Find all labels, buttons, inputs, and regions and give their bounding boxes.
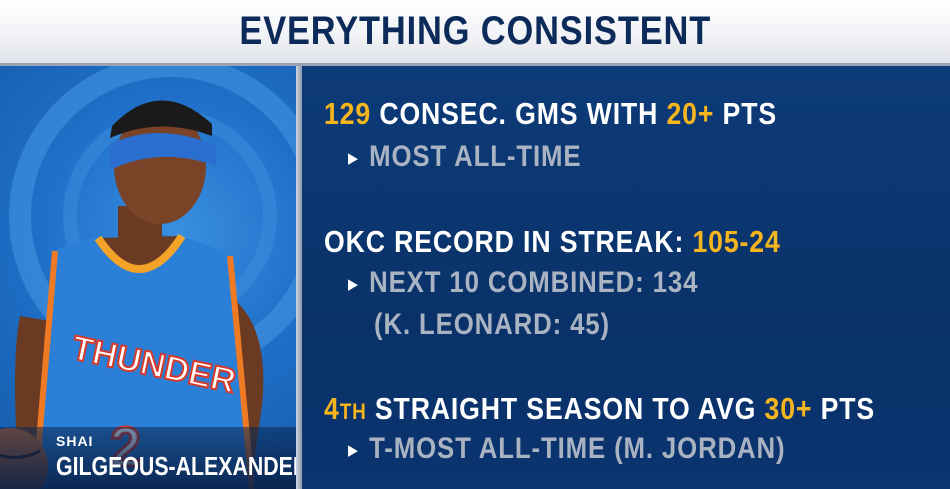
stats-panel: 129 CONSEC. GMS WITH 20+ PTS ▶ MOST ALL-T… xyxy=(302,66,950,489)
stat-line-2: OKC RECORD IN STREAK: 105-24 xyxy=(324,224,781,260)
player-first-name: SHAI xyxy=(56,433,94,449)
bullet-triangle-icon: ▶ xyxy=(348,442,359,460)
stat2-record: 105-24 xyxy=(692,224,781,259)
panel-divider xyxy=(296,66,302,489)
stat3-threshold: 30+ xyxy=(764,391,813,426)
stat-line-1: 129 CONSEC. GMS WITH 20+ PTS xyxy=(324,96,777,132)
stat1-unit: PTS xyxy=(714,96,777,131)
stat1-subtext: MOST ALL-TIME xyxy=(369,140,582,173)
bullet-triangle-icon: ▶ xyxy=(348,276,359,294)
stat-sub-2: ▶ NEXT 10 COMBINED: 134 xyxy=(348,266,698,300)
stat3-number: 4 xyxy=(324,391,340,426)
header-title: EVERYTHING CONSISTENT xyxy=(239,9,711,53)
stat-line-3: 4TH STRAIGHT SEASON TO AVG 30+ PTS xyxy=(324,391,875,427)
player-photo: THUNDER 2 xyxy=(0,66,296,489)
player-photo-panel: THUNDER 2 SHAI GILGEOUS-ALEXANDER xyxy=(0,66,296,489)
stat-sub-4: ▶ T-MOST ALL-TIME (M. JORDAN) xyxy=(348,432,785,466)
stat3-text: STRAIGHT SEASON TO AVG xyxy=(366,391,765,426)
header-bar: EVERYTHING CONSISTENT xyxy=(0,0,950,66)
stat1-number: 129 xyxy=(324,96,372,131)
stat1-text: CONSEC. GMS WITH xyxy=(371,96,667,131)
player-name-plate: SHAI GILGEOUS-ALEXANDER xyxy=(0,427,296,489)
player-last-name: GILGEOUS-ALEXANDER xyxy=(56,451,296,481)
stat2-subtext-2: (K. LEONARD: 45) xyxy=(374,308,610,341)
stat1-threshold: 20+ xyxy=(666,96,715,131)
bullet-triangle-icon: ▶ xyxy=(348,150,359,168)
stat-sub-1: ▶ MOST ALL-TIME xyxy=(348,140,581,174)
stat3-unit: PTS xyxy=(812,391,876,426)
stat-sub-3: (K. LEONARD: 45) xyxy=(374,308,610,342)
stat3-subtext: T-MOST ALL-TIME (M. JORDAN) xyxy=(369,432,786,465)
stat2-subtext-1: NEXT 10 COMBINED: 134 xyxy=(369,266,699,299)
stat3-ordinal: TH xyxy=(339,399,367,424)
stat2-text: OKC RECORD IN STREAK: xyxy=(324,224,693,259)
